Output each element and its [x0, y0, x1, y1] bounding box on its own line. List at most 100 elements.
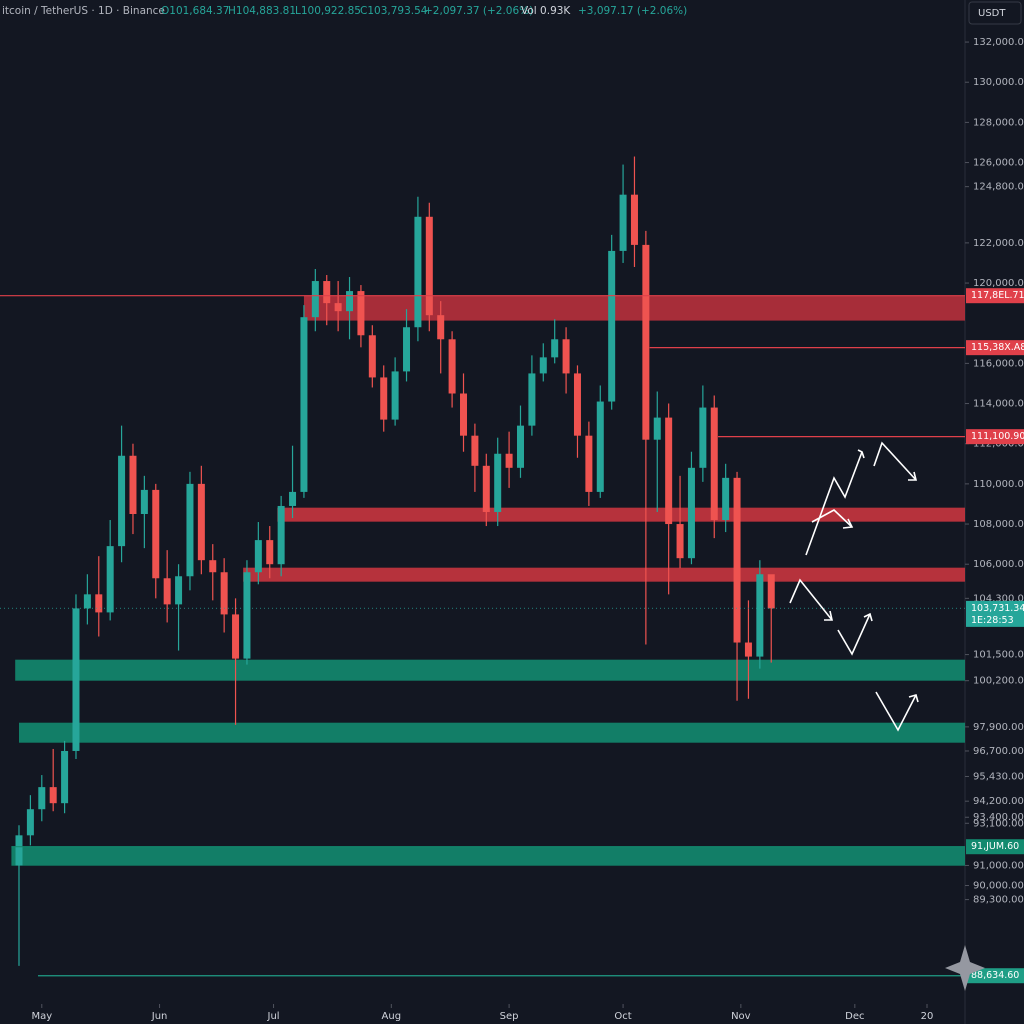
ohlc-change: +2,097.37 (+2.06%)	[424, 5, 533, 17]
arrow-head	[908, 471, 918, 481]
candle-body	[175, 576, 183, 605]
y-tick-label: 122,000.00	[973, 238, 1024, 249]
ohlc-close: C103,793.54	[360, 5, 428, 17]
projection-arrows	[789, 441, 919, 732]
price-label: 115,38X.A8	[971, 342, 1024, 353]
candle-body	[15, 835, 23, 866]
y-tick-label: 130,000.00	[973, 77, 1024, 88]
y-tick-label: 95,430.00	[973, 771, 1024, 782]
candle-body	[619, 194, 627, 251]
candle-body	[266, 540, 274, 565]
candle-body	[653, 417, 661, 440]
candle-body	[289, 491, 297, 506]
x-tick-label: 20	[921, 1011, 934, 1022]
candle-body	[699, 407, 707, 468]
candle-body	[733, 477, 741, 643]
candle-body	[516, 425, 524, 468]
y-tick-label: 126,000.00	[973, 158, 1024, 169]
price-label: 88,634.60	[971, 970, 1019, 981]
candle-body	[243, 572, 251, 659]
x-tick-label: Dec	[845, 1011, 864, 1022]
candle-body	[596, 401, 604, 492]
candle-body	[220, 572, 228, 615]
candle-body	[573, 373, 581, 436]
y-tick-label: 106,000.00	[973, 559, 1024, 570]
candle-body	[608, 250, 616, 402]
candle-body	[665, 417, 673, 525]
candle-body	[391, 371, 399, 420]
zone	[15, 659, 966, 681]
y-tick-label: 91,000.00	[973, 860, 1024, 871]
y-tick-label: 93,100.00	[973, 818, 1024, 829]
candle-body	[152, 489, 160, 579]
candle-body	[722, 477, 730, 521]
arrow	[789, 578, 833, 621]
currency-button[interactable]	[968, 1, 1022, 25]
y-tick-label: 108,000.00	[973, 519, 1024, 530]
arrow	[837, 613, 871, 656]
arrow	[875, 691, 917, 732]
candle-body	[323, 281, 331, 304]
volume: Vol 0.93K	[521, 5, 571, 17]
candle-body	[460, 393, 468, 436]
candle-body	[528, 373, 536, 426]
y-tick-label: 89,300.00	[973, 895, 1024, 906]
y-tick-label: 101,500.00	[973, 650, 1024, 661]
candle-body	[505, 453, 513, 468]
price-label-box	[966, 839, 1024, 855]
arrow	[811, 509, 853, 528]
candle-body	[118, 455, 126, 547]
x-tick-label: Oct	[614, 1011, 631, 1022]
y-tick-label: 120,000.00	[973, 278, 1024, 289]
price-label-box	[966, 288, 1024, 304]
x-tick-label: Nov	[731, 1011, 751, 1022]
candle-body	[744, 642, 752, 657]
price-label: 117,8EL.71	[971, 290, 1024, 301]
x-tick-label: Aug	[382, 1011, 402, 1022]
candle-body	[346, 291, 354, 312]
y-tick-label: 90,000.00	[973, 881, 1024, 892]
price-label: 91,JUM.60	[971, 841, 1019, 852]
candle-body	[767, 574, 775, 609]
candle-body	[756, 574, 764, 657]
currency[interactable]: USDT	[978, 8, 1006, 19]
candle-body	[83, 594, 91, 609]
candle-body	[197, 483, 205, 561]
candle-body	[49, 787, 57, 804]
arrow-head	[842, 518, 854, 529]
candle-body	[277, 505, 285, 565]
candle-body	[630, 194, 638, 245]
arrow-head	[857, 449, 865, 459]
candle-body	[232, 614, 240, 659]
arrow-head	[824, 610, 833, 621]
y-tick-label: 96,700.00	[973, 746, 1024, 757]
candle-body	[368, 335, 376, 378]
y-tick-label: 124,800.00	[973, 182, 1024, 193]
candle-body	[140, 489, 148, 514]
candle-body	[585, 435, 593, 492]
x-tick-label: Sep	[500, 1011, 519, 1022]
candle-body	[129, 455, 137, 514]
y-tick-label: 110,000.00	[973, 479, 1024, 490]
candle-body	[687, 467, 695, 559]
candle-body	[254, 540, 262, 573]
price-label: 103,731.34	[971, 603, 1024, 614]
y-tick-label: 128,000.00	[973, 117, 1024, 128]
ohlc-low: L100,922.85	[295, 5, 361, 17]
price-label: 111,100.90	[971, 431, 1024, 442]
symbol: itcoin / TetherUS · 1D · Binance	[2, 5, 165, 17]
sparkle-icon[interactable]	[945, 945, 985, 991]
y-tick-label: 94,200.00	[973, 796, 1024, 807]
zone	[277, 507, 965, 522]
price-axis: 132,000.00 130,000.00 128,000.00 126,000.00…	[31, 37, 1024, 1022]
arrow	[805, 451, 863, 556]
price-label-box	[966, 968, 1024, 984]
y-tick-label: 132,000.00	[973, 37, 1024, 48]
zone	[11, 846, 965, 866]
candle-body	[300, 317, 308, 492]
candle-body	[642, 244, 650, 440]
y-tick-label: 114,000.00	[973, 399, 1024, 410]
candle-body	[209, 560, 217, 573]
